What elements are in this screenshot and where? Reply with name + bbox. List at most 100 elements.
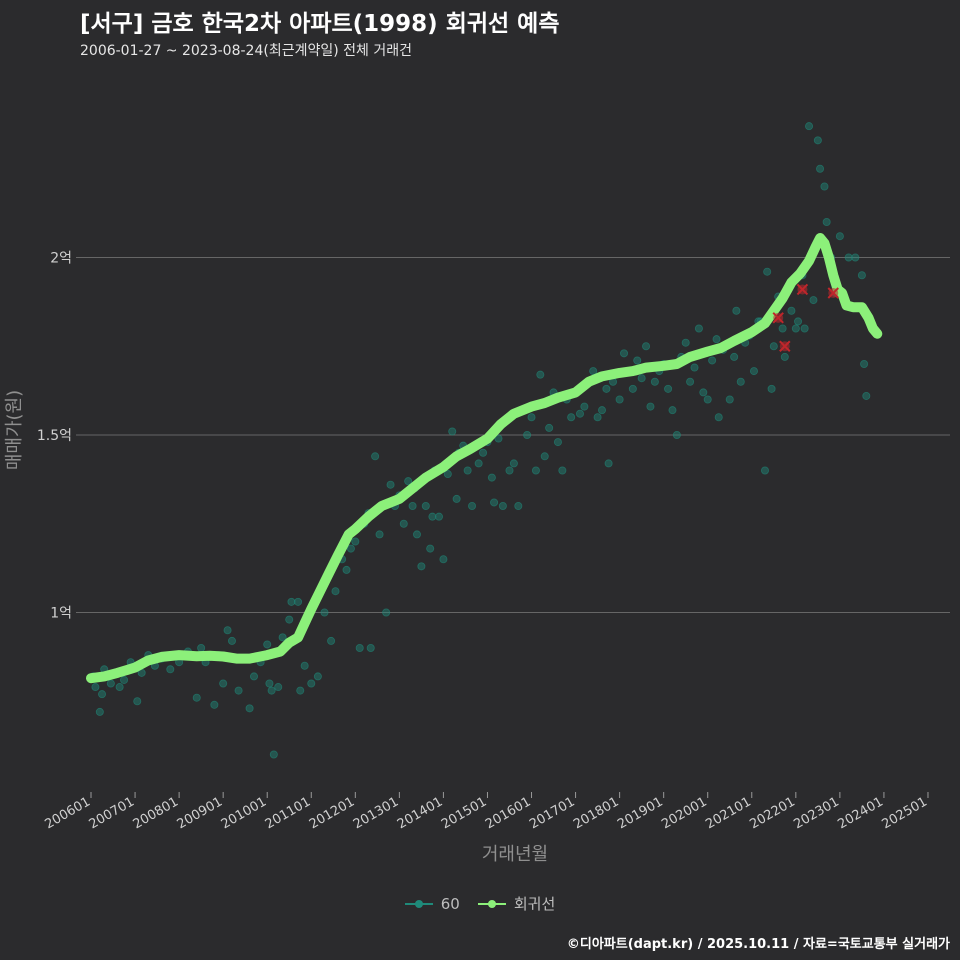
scatter-point (245, 704, 254, 713)
scatter-point (794, 317, 803, 326)
scatter-point (763, 267, 772, 276)
scatter-point (120, 675, 129, 684)
scatter-point (307, 679, 316, 688)
scatter-point (428, 512, 437, 521)
scatter-point (822, 217, 831, 226)
highlight-marker (827, 287, 839, 299)
x-tick-label: 201801 (571, 794, 621, 832)
scatter-point (399, 519, 408, 528)
scatter-point (435, 512, 444, 521)
scatter-point (269, 750, 278, 759)
scatter-point (95, 707, 104, 716)
scatter-point (708, 356, 717, 365)
x-tick-label: 201201 (307, 794, 357, 832)
x-tick-label: 201301 (351, 794, 401, 832)
scatter-point (346, 544, 355, 553)
scatter-point (749, 367, 758, 376)
scatter-point (620, 349, 629, 358)
scatter-point (479, 448, 488, 457)
scatter-point (650, 377, 659, 386)
legend-item-60[interactable]: 60 (404, 894, 460, 913)
x-tick-label: 201501 (439, 794, 489, 832)
scatter-point (313, 672, 322, 681)
scatter-point (699, 388, 708, 397)
scatter-point (327, 636, 336, 645)
y-tick-label: 1.5억 (37, 428, 72, 444)
scatter-point (558, 466, 567, 475)
scatter-point (115, 683, 124, 692)
scatter-point (536, 370, 545, 379)
legend-swatch-60-icon (404, 899, 433, 908)
scatter-point (487, 473, 496, 482)
scatter-point (223, 626, 232, 635)
scatter-point (778, 324, 787, 333)
scatter-point (816, 164, 825, 173)
highlight-marker (796, 283, 809, 296)
scatter-point (421, 501, 430, 510)
scatter-point (857, 271, 866, 280)
x-tick-label: 200601 (43, 794, 93, 832)
scatter-point (760, 466, 769, 475)
legend-label-60: 60 (440, 894, 460, 913)
x-tick-label: 202101 (703, 794, 753, 832)
scatter-point (439, 555, 448, 564)
x-tick-labels: 2006012007012008012009012010012011012012… (43, 794, 930, 832)
x-tick-label: 202201 (747, 794, 797, 832)
scatter-point (509, 459, 518, 468)
scatter-point (732, 306, 741, 315)
scatter-point (227, 636, 236, 645)
scatter-point (210, 700, 219, 709)
scatter-point (320, 608, 329, 617)
x-tick-label: 201701 (527, 794, 577, 832)
y-tick-label: 1억 (50, 606, 72, 622)
scatter-point (468, 501, 477, 510)
scatter-point (219, 679, 228, 688)
regression-line (86, 233, 883, 684)
footer-credit: ©디아파트(dapt.kr) / 2025.10.11 / 자료=국토교통부 실… (566, 937, 950, 952)
scatter-point (712, 335, 721, 344)
scatter-point (375, 530, 384, 539)
x-tick-label: 202001 (659, 794, 709, 832)
scatter-point (800, 324, 809, 333)
scatter-point (637, 374, 646, 383)
scatter-point (263, 640, 272, 649)
scatter-point (417, 562, 426, 571)
scatter-point (382, 608, 391, 617)
x-tick-label: 200701 (87, 794, 137, 832)
scatter-point (331, 587, 340, 596)
x-tick-label: 200901 (175, 794, 225, 832)
scatter-point (523, 430, 532, 439)
x-tick-label: 200801 (131, 794, 181, 832)
scatter-point (452, 494, 461, 503)
scatter-point (604, 459, 613, 468)
scatter-point (767, 384, 776, 393)
scatter-point (278, 633, 287, 642)
x-tick-label: 201001 (219, 794, 269, 832)
x-tick-label: 201601 (483, 794, 533, 832)
scatter-point (234, 686, 243, 695)
scatter-point (287, 597, 296, 606)
scatter-point (580, 402, 589, 411)
x-tick-label: 202301 (791, 794, 841, 832)
highlight-marker (779, 340, 791, 352)
highlight-cross (796, 283, 809, 296)
highlight-cross (779, 340, 791, 352)
x-axis-label: 거래년월 (482, 844, 548, 865)
legend: 60 회귀선 (0, 893, 960, 914)
scatter-point (408, 501, 417, 510)
chart-title: [서구] 금호 한국2차 아파트(1998) 회귀선 예측 (80, 11, 560, 37)
scatter-point (351, 537, 360, 546)
scatter-point (567, 413, 576, 422)
scatter-point (474, 459, 483, 468)
scatter-point (342, 565, 351, 574)
scatter-point (265, 679, 274, 688)
scatter-point (714, 413, 723, 422)
scatter-point (791, 324, 800, 333)
scatter-point (736, 377, 745, 386)
scatter-point (371, 452, 380, 461)
chart-subtitle: 2006-01-27 ~ 2023-08-24(최근계약일) 전체 거래건 (80, 43, 412, 59)
scatter-point (633, 356, 642, 365)
scatter-point (860, 359, 869, 368)
legend-item-regression[interactable]: 회귀선 (477, 893, 555, 914)
scatter-point (690, 363, 699, 372)
